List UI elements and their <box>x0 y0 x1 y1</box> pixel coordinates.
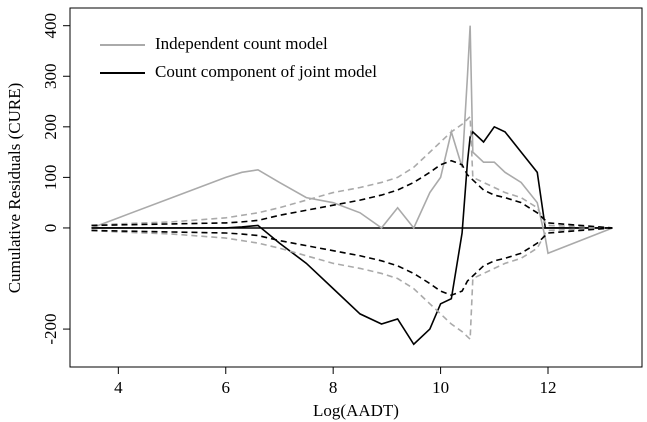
series-line <box>91 159 613 229</box>
y-axis-label: Cumulative Residuals (CURE) <box>5 83 24 294</box>
series-line <box>91 25 613 255</box>
series-line <box>91 114 613 229</box>
x-tick-label: 12 <box>540 378 557 397</box>
series-line <box>91 227 613 297</box>
legend-label: Independent count model <box>155 34 328 53</box>
y-tick-label: -200 <box>41 313 60 344</box>
x-tick-label: 4 <box>114 378 123 397</box>
x-tick-label: 6 <box>222 378 231 397</box>
y-tick-label: 200 <box>41 114 60 140</box>
x-axis-label: Log(AADT) <box>313 401 399 420</box>
y-tick-label: 100 <box>41 165 60 191</box>
plot-frame <box>69 7 643 368</box>
series-line <box>91 227 613 341</box>
legend-label: Count component of joint model <box>155 62 377 81</box>
y-tick-label: 0 <box>41 224 60 233</box>
x-tick-label: 8 <box>329 378 338 397</box>
x-tick-label: 10 <box>432 378 449 397</box>
y-tick-label: 400 <box>41 13 60 38</box>
y-tick-label: 300 <box>41 64 60 90</box>
series-line <box>91 125 613 346</box>
